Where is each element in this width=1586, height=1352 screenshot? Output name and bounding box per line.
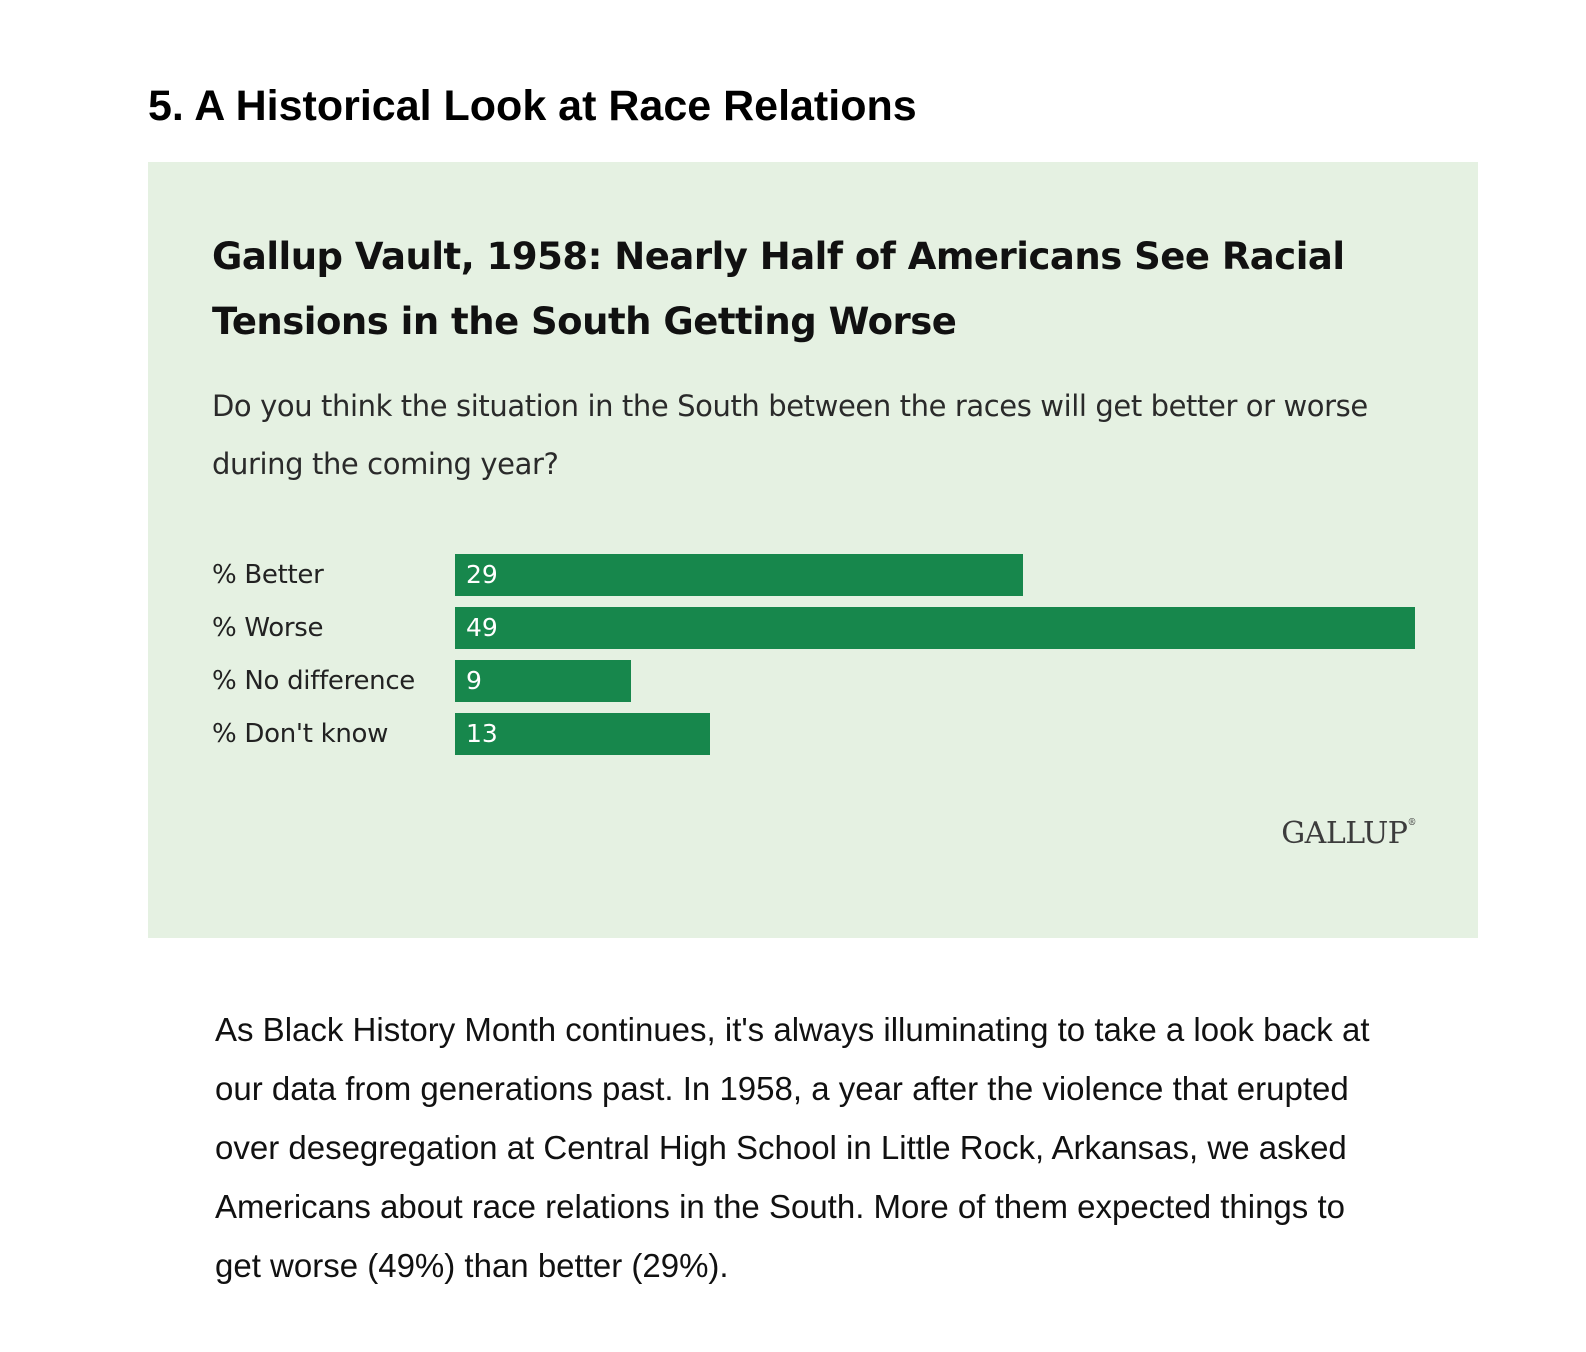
bar-row-dont-know: % Don't know 13 bbox=[212, 713, 1412, 755]
bar-worse: 49 bbox=[455, 607, 1415, 649]
category-label-worse: % Worse bbox=[212, 613, 324, 643]
article-body-text: As Black History Month continues, it's a… bbox=[215, 1011, 1370, 1284]
category-label-dont-know: % Don't know bbox=[212, 719, 389, 749]
section-heading: 5. A Historical Look at Race Relations bbox=[148, 82, 917, 130]
bar-row-no-difference: % No difference 9 bbox=[212, 660, 1412, 702]
gallup-logo: GALLUP® bbox=[1281, 816, 1416, 851]
value-label-no-difference: 9 bbox=[466, 666, 482, 695]
value-label-better: 29 bbox=[466, 560, 498, 589]
chart-question: Do you think the situation in the South … bbox=[212, 389, 1368, 481]
value-label-dont-know: 13 bbox=[466, 719, 498, 748]
chart-title: Gallup Vault, 1958: Nearly Half of Ameri… bbox=[212, 235, 1345, 343]
bar-dont-know: 13 bbox=[455, 713, 710, 755]
category-label-better: % Better bbox=[212, 560, 324, 590]
gallup-logo-text: GALLUP bbox=[1281, 816, 1408, 851]
bar-no-difference: 9 bbox=[455, 660, 631, 702]
chart-card: Gallup Vault, 1958: Nearly Half of Ameri… bbox=[148, 162, 1478, 938]
category-label-no-difference: % No difference bbox=[212, 666, 416, 696]
bar-row-worse: % Worse 49 bbox=[212, 607, 1415, 649]
value-label-worse: 49 bbox=[466, 613, 498, 642]
bar-row-better: % Better 29 bbox=[212, 554, 1412, 596]
bar-better: 29 bbox=[455, 554, 1023, 596]
